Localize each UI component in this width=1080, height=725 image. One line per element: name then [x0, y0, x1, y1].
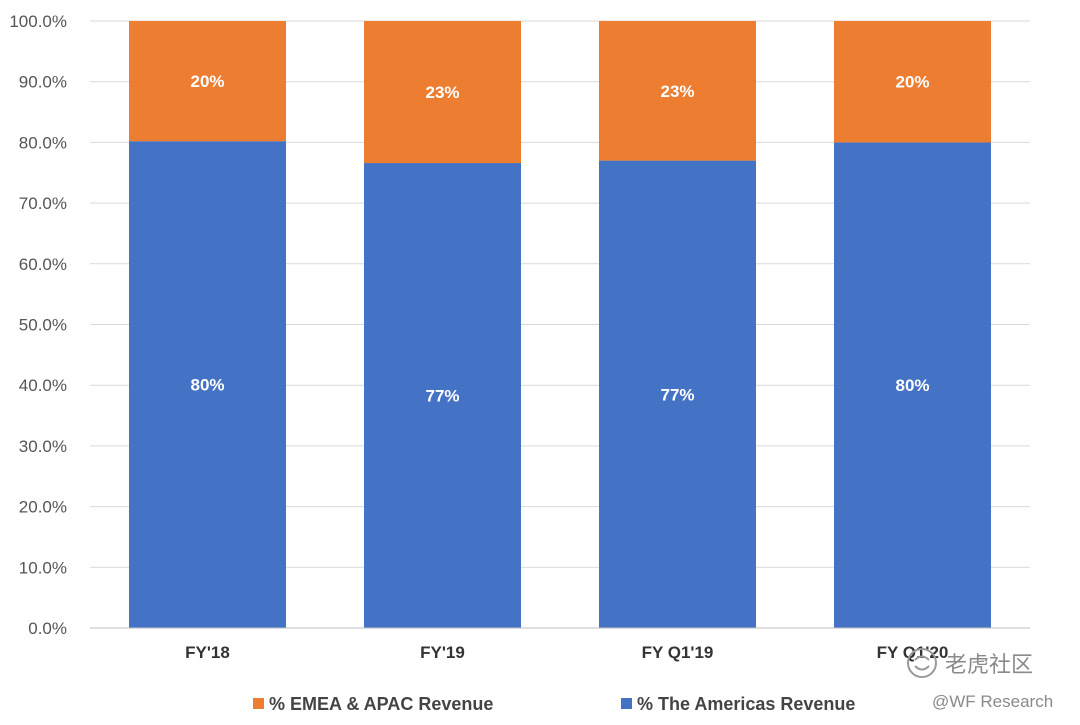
y-axis: 0.0% 10.0% 20.0% 30.0% 40.0% 50.0% 60.0% 70.0% 8… — [9, 12, 67, 638]
y-tick-label: 60.0% — [19, 255, 67, 274]
bar-segment — [834, 21, 991, 143]
data-label: 23% — [425, 83, 459, 102]
legend-swatch — [253, 698, 264, 709]
data-label: 77% — [425, 387, 459, 406]
data-label: 80% — [190, 376, 224, 395]
y-tick-label: 10.0% — [19, 558, 67, 577]
data-label: 23% — [660, 82, 694, 101]
watermark-brand: 老虎社区 — [945, 652, 1033, 677]
y-tick-label: 40.0% — [19, 376, 67, 395]
watermark-handle: @WF Research — [932, 692, 1053, 711]
x-tick-label: FY'18 — [185, 643, 230, 662]
bar-segment — [129, 21, 286, 142]
y-tick-label: 100.0% — [9, 12, 67, 31]
tiger-logo-icon — [907, 648, 937, 678]
watermark: 老虎社区 @WF Research — [907, 648, 1053, 711]
legend: % EMEA & APAC Revenue % The Americas Reve… — [253, 694, 855, 714]
data-label: 20% — [895, 73, 929, 92]
x-axis: FY'18 FY'19 FY Q1'19 FY Q1'20 — [90, 627, 1030, 662]
bar-segment — [834, 142, 991, 628]
y-tick-label: 90.0% — [19, 73, 67, 92]
x-tick-label: FY Q1'19 — [642, 643, 714, 662]
legend-label: % The Americas Revenue — [637, 694, 855, 714]
bar-segment — [129, 141, 286, 628]
y-tick-label: 20.0% — [19, 498, 67, 517]
y-tick-label: 70.0% — [19, 194, 67, 213]
bar-segment — [599, 21, 756, 161]
bar-segment — [599, 160, 756, 629]
data-label: 80% — [895, 376, 929, 395]
data-label: 20% — [190, 72, 224, 91]
bar-segment — [364, 21, 521, 164]
x-tick-label: FY'19 — [420, 643, 465, 662]
legend-swatch — [621, 698, 632, 709]
data-label: 77% — [660, 385, 694, 404]
legend-label: % EMEA & APAC Revenue — [269, 694, 493, 714]
bar-segment — [364, 163, 521, 628]
y-tick-label: 0.0% — [28, 619, 67, 638]
y-tick-label: 50.0% — [19, 316, 67, 335]
y-tick-label: 80.0% — [19, 133, 67, 152]
y-tick-label: 30.0% — [19, 437, 67, 456]
bars: 80% 20% 77% 23% 77% 23% 80% 20% — [129, 21, 991, 629]
